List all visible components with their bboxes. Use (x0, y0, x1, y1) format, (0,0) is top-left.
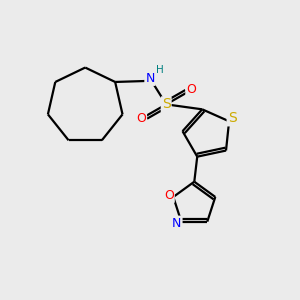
Text: S: S (228, 111, 236, 125)
Text: N: N (172, 217, 182, 230)
Text: H: H (156, 64, 164, 75)
Text: O: O (164, 189, 174, 202)
Text: N: N (145, 72, 155, 85)
Text: O: O (186, 83, 196, 96)
Text: O: O (136, 112, 146, 125)
Text: S: S (162, 98, 171, 111)
